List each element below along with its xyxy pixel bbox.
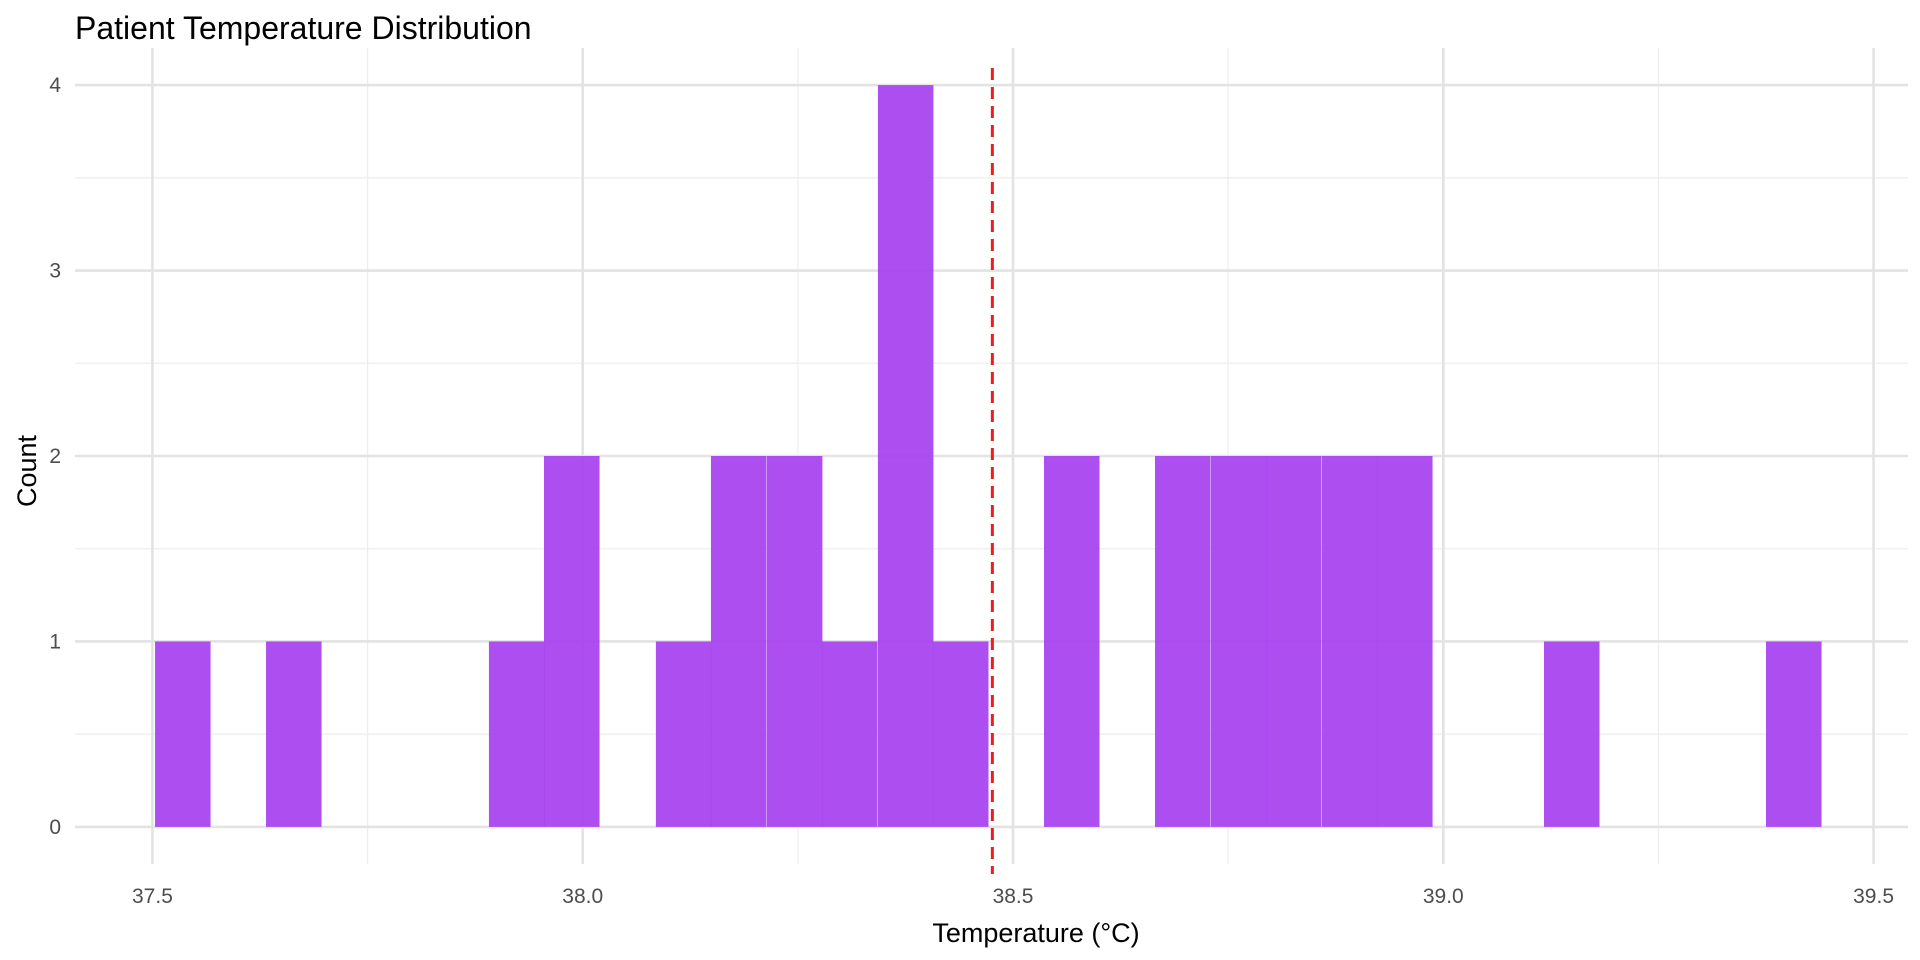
histogram-bar [1210, 456, 1267, 827]
histogram-bar [544, 456, 600, 827]
histogram-bar [266, 641, 322, 827]
histogram-bar [1543, 641, 1600, 827]
x-tick-label: 38.0 [562, 885, 603, 908]
grid-lines [75, 48, 1908, 864]
y-axis-title: Count [12, 434, 42, 507]
histogram-bar [710, 456, 767, 827]
y-tick-label: 2 [49, 445, 61, 468]
histogram-bar [1043, 456, 1100, 827]
histogram-bar [655, 641, 712, 827]
histogram-bar [932, 641, 989, 827]
x-tick-label: 39.5 [1853, 885, 1894, 908]
histogram-bars [155, 85, 1822, 827]
x-tick-label: 38.5 [993, 885, 1034, 908]
histogram-bar [1321, 456, 1378, 827]
histogram-bar [1377, 456, 1433, 827]
histogram-bar [1155, 456, 1211, 827]
y-tick-label: 1 [49, 630, 61, 653]
histogram-bar [766, 456, 823, 827]
chart-title: Patient Temperature Distribution [75, 10, 532, 46]
x-axis-title: Temperature (°C) [932, 918, 1139, 948]
histogram-bar [877, 85, 934, 827]
histogram-bar [821, 641, 878, 827]
histogram-bar [1266, 456, 1322, 827]
x-tick-label: 37.5 [132, 885, 173, 908]
x-tick-label: 39.0 [1423, 885, 1464, 908]
histogram-bar [488, 641, 545, 827]
y-tick-label: 4 [49, 74, 61, 97]
histogram-bar [155, 641, 211, 827]
y-tick-label: 3 [49, 260, 61, 283]
histogram-bar [1766, 641, 1822, 827]
y-tick-label: 0 [49, 816, 61, 839]
y-axis-ticks: 0 1 2 3 4 [49, 74, 61, 839]
x-axis-ticks: 37.5 38.0 38.5 39.0 39.5 [132, 885, 1894, 908]
